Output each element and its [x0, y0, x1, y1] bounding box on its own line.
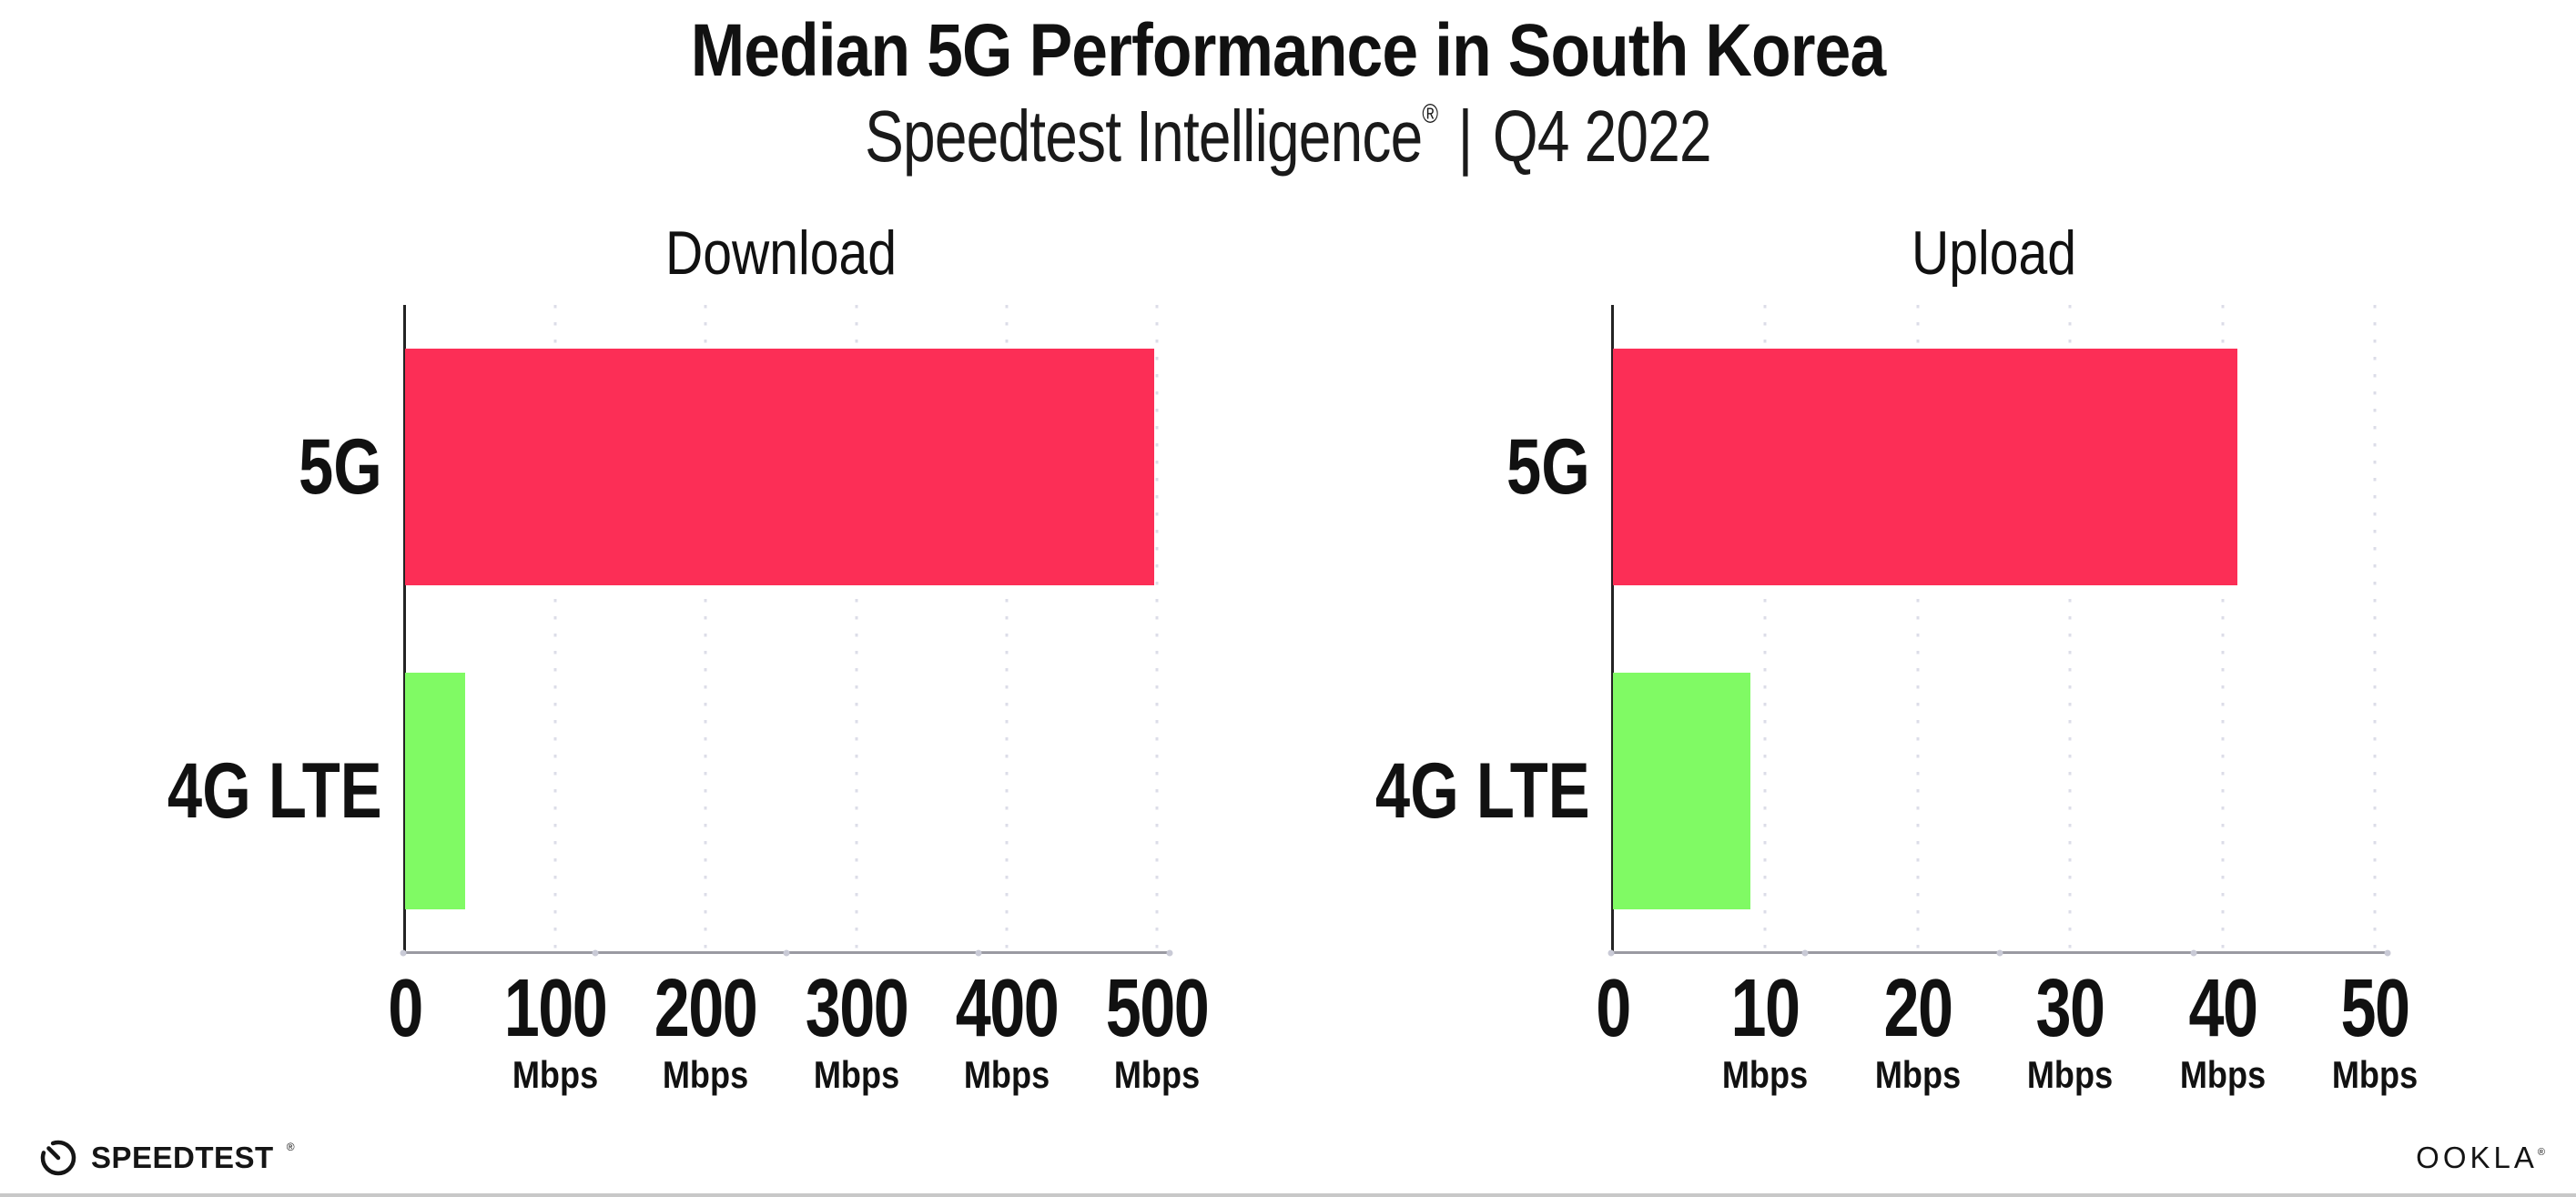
x-axis-tick-dot	[2384, 949, 2391, 956]
x-tick-100: 100 Mbps	[446, 963, 664, 1096]
gridline-50	[2373, 305, 2377, 953]
speedtest-registered-mark: ®	[286, 1141, 295, 1153]
x-tick-300: 300 Mbps	[747, 963, 966, 1096]
x-tick-20: 20 Mbps	[1809, 963, 2027, 1096]
x-axis-tick-dot	[2190, 949, 2197, 956]
bar-4g-lte	[405, 673, 466, 909]
gridline-500	[1155, 305, 1159, 953]
ookla-logo: OOKLA®	[2416, 1140, 2545, 1183]
x-tick-40: 40 Mbps	[2114, 963, 2332, 1096]
x-tick-unit: Mbps	[2027, 1053, 2114, 1096]
upload-plot-area	[1613, 305, 2377, 953]
download-y-axis-line	[403, 305, 406, 955]
speedtest-logo: SPEEDTEST ®	[38, 1136, 295, 1180]
x-tick-value: 10	[1730, 963, 1801, 1054]
x-tick-value: 0	[388, 963, 423, 1054]
gridline-20	[1916, 305, 1920, 953]
gridline-200	[704, 305, 707, 953]
x-tick-value: 20	[1883, 963, 1953, 1054]
x-tick-200: 200 Mbps	[596, 963, 815, 1096]
gridline-30	[2068, 305, 2072, 953]
x-tick-value: 50	[2340, 963, 2411, 1054]
category-label-5g: 5G	[299, 423, 382, 511]
upload-chart-title: Upload	[1911, 218, 2077, 288]
x-tick-500: 500 Mbps	[1048, 963, 1266, 1096]
speedtest-gauge-icon	[38, 1138, 78, 1178]
x-tick-10: 10 Mbps	[1656, 963, 1874, 1096]
upload-x-axis-line	[1607, 949, 2391, 956]
x-tick-unit: Mbps	[1874, 1053, 1961, 1096]
bar-5g	[1613, 349, 2238, 585]
x-tick-value: 300	[805, 963, 908, 1054]
gridline-400	[1005, 305, 1009, 953]
download-plot-area	[405, 305, 1159, 953]
x-tick-unit: Mbps	[2179, 1053, 2266, 1096]
subtitle-separator: |	[1457, 96, 1474, 177]
x-tick-value: 400	[955, 963, 1060, 1054]
gridline-100	[553, 305, 557, 953]
x-tick-unit: Mbps	[663, 1053, 749, 1096]
x-tick-0: 0	[1504, 963, 1722, 1054]
upload-x-tick-labels: 0 10 Mbps 20 Mbps 30 Mbps 40 Mbps 50 Mbps	[1596, 963, 2418, 1107]
download-chart-title: Download	[664, 218, 898, 288]
x-tick-value: 100	[503, 963, 608, 1054]
x-axis-tick-dot	[783, 949, 790, 956]
x-tick-value: 40	[2188, 963, 2258, 1054]
x-axis-tick-dot	[1801, 949, 1809, 956]
x-tick-unit: Mbps	[963, 1053, 1050, 1096]
x-tick-unit: Mbps	[1113, 1053, 1201, 1096]
subtitle-brand: Speedtest Intelligence	[865, 96, 1423, 177]
gridline-10	[1763, 305, 1767, 953]
ookla-wordmark: OOKLA	[2416, 1141, 2538, 1174]
x-axis-tick-dot	[400, 949, 407, 956]
x-tick-50: 50 Mbps	[2266, 963, 2484, 1096]
gridline-300	[855, 305, 858, 953]
x-axis-tick-dot	[1166, 949, 1173, 956]
page-title: Median 5G Performance in South Korea	[690, 9, 1886, 92]
x-tick-value: 0	[1596, 963, 1631, 1054]
category-label-4g-lte: 4G LTE	[1375, 747, 1590, 835]
x-axis-tick-dot	[592, 949, 598, 956]
x-axis-tick-dot	[1996, 949, 2003, 956]
upload-y-axis-line	[1611, 305, 1614, 955]
speedtest-wordmark: SPEEDTEST	[91, 1141, 274, 1174]
download-category-labels: 5G 4G LTE	[91, 305, 382, 953]
registered-trademark-mark: ®	[1422, 99, 1438, 129]
bar-5g	[405, 349, 1154, 585]
x-tick-unit: Mbps	[2331, 1053, 2419, 1096]
subtitle-period: Q4 2022	[1492, 96, 1712, 177]
category-label-5g: 5G	[1506, 423, 1590, 511]
download-x-axis-line	[400, 949, 1173, 956]
upload-category-labels: 5G 4G LTE	[1299, 305, 1590, 953]
category-label-4g-lte: 4G LTE	[167, 747, 382, 835]
x-tick-unit: Mbps	[512, 1053, 599, 1096]
x-tick-value: 500	[1105, 963, 1210, 1054]
page-subtitle: Speedtest Intelligence® | Q4 2022	[258, 95, 2318, 195]
x-tick-unit: Mbps	[1722, 1053, 1809, 1096]
download-x-tick-labels: 0 100 Mbps 200 Mbps 300 Mbps 400 Mbps 500 Mbps	[388, 963, 1210, 1107]
x-axis-tick-dot	[1607, 949, 1615, 956]
x-tick-0: 0	[296, 963, 514, 1054]
gridline-40	[2221, 305, 2225, 953]
x-tick-30: 30 Mbps	[1961, 963, 2179, 1096]
x-tick-value: 200	[654, 963, 758, 1054]
bar-4g-lte	[1613, 673, 1750, 909]
x-tick-value: 30	[2035, 963, 2106, 1054]
bottom-border-line	[0, 1193, 2576, 1197]
x-axis-tick-dot	[975, 949, 981, 956]
x-tick-400: 400 Mbps	[898, 963, 1116, 1096]
ookla-registered-mark: ®	[2537, 1147, 2545, 1158]
x-tick-unit: Mbps	[813, 1053, 899, 1096]
